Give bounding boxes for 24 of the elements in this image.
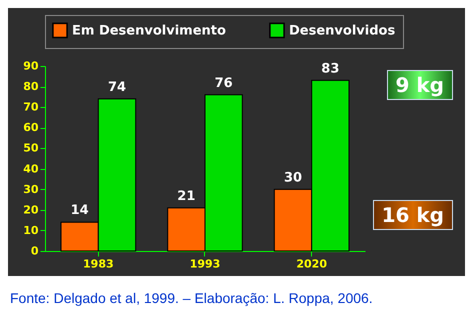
y-tick-label: 10 bbox=[23, 224, 39, 237]
data-label: 83 bbox=[321, 61, 340, 76]
y-tick-label: 60 bbox=[23, 121, 39, 134]
source-note: Fonte: Delgado et al, 1999. – Elaboração: L. Roppa, 2006. bbox=[10, 290, 373, 306]
data-label: 21 bbox=[177, 188, 196, 204]
data-label: 76 bbox=[214, 76, 233, 91]
legend-label: Desenvolvidos bbox=[289, 23, 396, 38]
y-tick-label: 70 bbox=[23, 100, 39, 114]
y-tick-label: 0 bbox=[30, 244, 39, 258]
x-tick-label: 1993 bbox=[190, 258, 220, 270]
legend-label: Em Desenvolvimento bbox=[72, 23, 226, 38]
y-tick-label: 40 bbox=[23, 162, 39, 176]
x-tick-label: 1983 bbox=[83, 258, 114, 270]
text: 9 kg bbox=[386, 70, 453, 100]
data-label: 30 bbox=[284, 170, 302, 186]
x-tick-label: 2020 bbox=[296, 258, 328, 270]
y-tick-label: 50 bbox=[23, 142, 39, 155]
y-tick-label: 90 bbox=[23, 60, 39, 72]
y-tick-label: 20 bbox=[23, 203, 39, 216]
text: 16 kg bbox=[372, 200, 453, 230]
data-label: 74 bbox=[108, 80, 126, 95]
y-tick-label: 30 bbox=[23, 182, 39, 196]
y-tick-label: 80 bbox=[23, 80, 39, 94]
data-label: 14 bbox=[70, 203, 89, 218]
